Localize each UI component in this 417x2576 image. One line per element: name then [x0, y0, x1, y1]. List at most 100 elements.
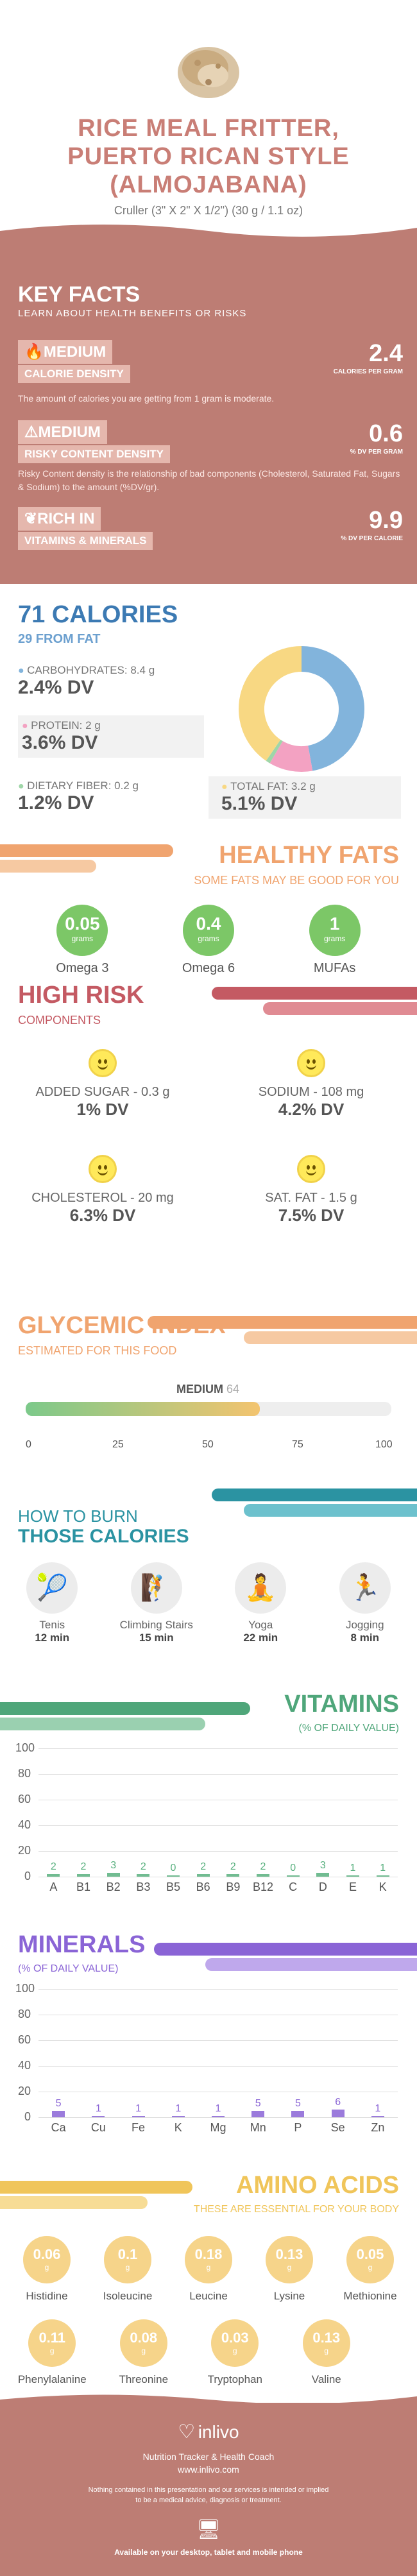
burn-section: HOW TO BURN THOSE CALORIES 🎾 Tenis 12 mi… — [0, 1488, 417, 1681]
amino-item: 0.03 g Tryptophan — [196, 2319, 273, 2386]
decor-band — [0, 2181, 192, 2194]
kf-label: CALORIE DENSITY — [18, 365, 130, 383]
bar-value-label: 6 — [335, 2097, 341, 2108]
kf-unit: % DV PER GRAM — [350, 448, 403, 456]
risk-dv: 1% DV — [76, 1100, 129, 1119]
amino-value: 0.06 — [33, 2246, 61, 2262]
macro-donut-chart — [239, 646, 364, 772]
fat-value: 0.4 — [196, 914, 221, 934]
activity-item: 🧗 Climbing Stairs 15 min — [108, 1562, 205, 1644]
x-tick-label: B12 — [252, 1881, 274, 1893]
gi-tick: 0 — [26, 1439, 31, 1450]
bar-value-label: 2 — [200, 1861, 207, 1872]
activity-time: 12 min — [35, 1632, 70, 1644]
y-tick-label: 0 — [24, 1870, 31, 1882]
gi-tick: 50 — [202, 1439, 214, 1450]
y-tick-label: 40 — [17, 2059, 31, 2072]
vitamins-chart: 100 80 60 40 20 0 2 A 2 B1 3 B2 2 B3 0 B5 2 B6 2 B9 2 B12 0 C 3 D… — [0, 1741, 417, 1915]
amino-unit: g — [49, 2346, 55, 2355]
amino-name: Valine — [311, 2373, 341, 2385]
x-tick-label: B9 — [226, 1881, 241, 1893]
x-tick-label: K — [379, 1881, 387, 1893]
risk-item: CHOLESTEROL - 20 mg 6.3% DV — [19, 1155, 186, 1225]
kf-level: RICH — [37, 510, 75, 527]
x-tick-label: E — [348, 1881, 357, 1893]
bar-Fe — [132, 2116, 145, 2117]
healthy-fats-section: HEALTHY FATS SOME FATS MAY BE GOOD FOR Y… — [0, 840, 417, 1007]
fat-item: 0.05 grams Omega 3 — [31, 905, 133, 976]
amino-item: 0.18 g Leucine — [170, 2236, 247, 2303]
amino-value: 0.13 — [275, 2246, 303, 2262]
carbs-label: CARBOHYDRATES: 8.4 g — [27, 664, 155, 676]
key-facts-section: KEY FACTS LEARN ABOUT HEALTH BENEFITS OR… — [0, 225, 417, 584]
kf-level2: IN — [79, 510, 95, 527]
devices-icon: 🖥 — [196, 2519, 221, 2540]
fat-value: 0.05 — [65, 914, 100, 934]
fat-dv: 5.1% DV — [221, 793, 298, 814]
x-tick-label: Se — [330, 2121, 345, 2134]
kf-value: 9.9 — [369, 507, 403, 534]
bar-A — [47, 1874, 60, 1877]
donut-slice-fat — [239, 646, 302, 761]
brand-name: inlivo — [198, 2422, 239, 2442]
decor-band — [0, 1702, 250, 1715]
risk-dv: 6.3% DV — [69, 1206, 136, 1225]
donut-slice-protein — [269, 740, 313, 772]
bar-value-label: 5 — [294, 2098, 301, 2109]
key-facts-subtitle: LEARN ABOUT HEALTH BENEFITS OR RISKS — [18, 308, 247, 319]
gi-tick: 100 — [375, 1439, 393, 1450]
amino-title: AMINO ACIDS — [235, 2172, 399, 2199]
bar-B2 — [106, 1873, 120, 1877]
grid-line — [38, 1748, 398, 1749]
x-tick-label: C — [289, 1881, 298, 1893]
gi-tick: 75 — [292, 1439, 303, 1450]
title-line2: PUERTO RICAN STYLE — [67, 143, 350, 170]
risk-label: SODIUM - 108 mg — [258, 1085, 364, 1099]
amino-value: 0.18 — [194, 2246, 223, 2262]
activity-name: Yoga — [248, 1619, 273, 1631]
amino-name: Histidine — [26, 2290, 68, 2302]
minerals-section: MINERALS (% OF DAILY VALUE) 100 80 60 40 20 0… — [0, 1931, 417, 2162]
bar-E — [346, 1875, 359, 1877]
amino-name: Threonine — [119, 2373, 169, 2385]
vitamins-title: VITAMINS — [284, 1691, 399, 1718]
brand-url[interactable]: www.inlivo.com — [178, 2464, 239, 2475]
amino-item: 0.1 g Isoleucine — [89, 2236, 166, 2303]
amino-subtitle: THESE ARE ESSENTIAL FOR YOUR BODY — [193, 2204, 399, 2215]
amino-item: 0.06 g Histidine — [8, 2236, 85, 2303]
activity-item: 🎾 Tenis 12 min — [4, 1562, 100, 1644]
x-tick-label: B2 — [106, 1881, 121, 1893]
activity-name: Jogging — [345, 1619, 384, 1631]
amino-section: AMINO ACIDS THESE ARE ESSENTIAL FOR YOUR… — [0, 2172, 417, 2390]
stairs-icon: 🧗 — [130, 1562, 182, 1614]
tennis-icon: 🎾 — [26, 1562, 78, 1614]
smile-icon — [89, 1049, 117, 1077]
burn-title2: THOSE CALORIES — [18, 1526, 189, 1547]
activity-name: Tenis — [39, 1619, 65, 1631]
amino-value: 0.03 — [221, 2330, 249, 2346]
amino-unit: g — [368, 2263, 373, 2272]
amino-name: Tryptophan — [207, 2373, 262, 2385]
fat-name: Omega 6 — [182, 961, 235, 975]
gi-bar-fill — [26, 1402, 260, 1416]
jogging-icon: 🏃 — [339, 1562, 391, 1614]
x-tick-label: B1 — [76, 1881, 91, 1893]
bar-Se — [331, 2110, 345, 2117]
bar-B9 — [226, 1874, 240, 1877]
disclaimer-line2: to be a medical advice, diagnosis or tre… — [135, 2496, 282, 2504]
bar-value-label: 2 — [50, 1861, 56, 1872]
minerals-title: MINERALS — [18, 1931, 146, 1958]
minerals-chart: 100 80 60 40 20 0 5 Ca 1 Cu 1 Fe 1 K 1 Mg 5 Mn 5 P 6 Se 1 Zn — [0, 1982, 417, 2156]
bar-value-label: 2 — [230, 1861, 236, 1872]
bar-K — [171, 2116, 185, 2117]
available-text: Available on your desktop, tablet and mo… — [114, 2548, 303, 2557]
grid-line — [38, 1774, 398, 1775]
gi-value: 64 — [226, 1383, 240, 1395]
x-tick-label: Ca — [51, 2121, 66, 2134]
activity-item: 🏃 Jogging 8 min — [317, 1562, 413, 1644]
bar-Zn — [371, 2116, 384, 2117]
macro-fat: ● TOTAL FAT: 3.2 g 5.1% DV — [208, 776, 401, 819]
title-line1: RICE MEAL FRITTER, — [78, 115, 339, 142]
bar-B1 — [77, 1874, 90, 1877]
food-image — [173, 37, 244, 101]
